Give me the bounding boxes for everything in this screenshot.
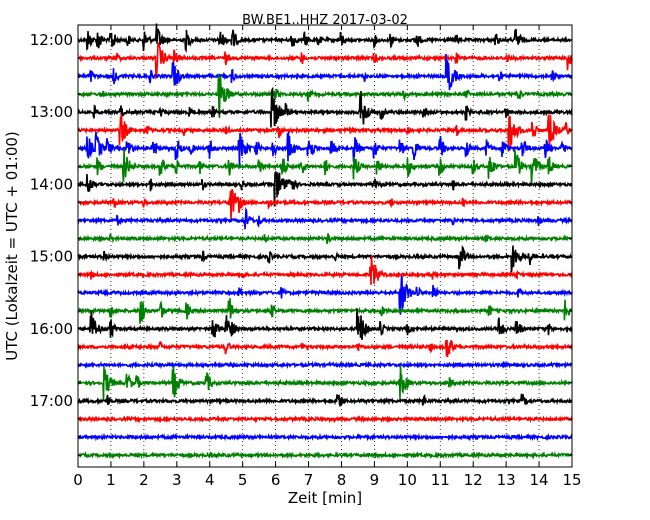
y-tick-label: 14:00 [30,175,73,193]
trace-1745 [77,450,573,460]
x-tick-label: 3 [172,471,182,489]
y-axis-ticks: 12:00 13:00 14:00 15:00 16:00 17:00 [30,31,572,456]
y-tick-label: 13:00 [30,103,73,121]
x-tick-label: 9 [370,471,380,489]
y-tick-label: 17:00 [30,392,73,410]
vertical-grid [110,25,540,467]
trace-1345 [77,149,573,184]
trace-1445 [77,233,573,245]
x-tick-label: 8 [337,471,347,489]
trace-1700 [77,393,573,408]
x-tick-label: 11 [431,471,450,489]
trace-1645 [77,365,573,402]
y-tick-label: 15:00 [30,248,73,266]
y-tick-label: 16:00 [30,320,73,338]
y-axis-label: UTC (Lokalzeit = UTC + 01:00) [3,131,21,361]
x-tick-label: 5 [238,471,248,489]
x-tick-label: 0 [73,471,83,489]
trace-1530 [77,275,573,315]
chart-title: BW.BE1..HHZ 2017-03-02 [242,13,408,28]
trace-1730 [77,432,573,442]
x-tick-label: 10 [398,471,417,489]
trace-1430 [77,206,573,230]
trace-1545 [78,298,573,324]
trace-1400 [77,170,573,207]
trace-1630 [77,360,573,370]
y-tick-label: 12:00 [30,31,73,49]
trace-1230 [77,53,573,91]
trace-1615 [77,339,573,358]
x-tick-label: 15 [562,471,581,489]
trace-1200 [77,23,573,54]
trace-1715 [77,414,573,424]
x-axis-label: Zeit [min] [288,489,362,507]
x-tick-label: 7 [304,471,314,489]
plot-frame [77,24,573,468]
x-tick-label: 1 [106,471,116,489]
trace-1500 [77,245,573,273]
trace-1415 [77,189,573,221]
x-axis-ticks: 0 1 2 3 4 5 6 7 8 9 10 11 12 13 14 15 [73,25,582,489]
trace-1245 [77,73,573,119]
x-tick-label: 12 [464,471,483,489]
trace-1600 [77,308,573,341]
seismogram-traces [77,23,573,460]
x-tick-label: 4 [205,471,215,489]
trace-1215 [77,41,573,80]
x-tick-label: 14 [530,471,549,489]
x-tick-label: 13 [497,471,516,489]
trace-1515 [77,255,573,285]
x-tick-label: 2 [139,471,149,489]
trace-1300 [77,86,573,128]
trace-1315 [77,114,573,152]
x-tick-label: 6 [271,471,281,489]
trace-1330 [77,131,573,169]
